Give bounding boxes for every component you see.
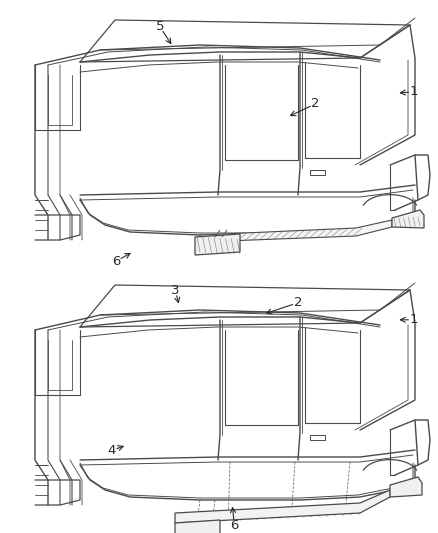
Text: 2: 2	[293, 296, 302, 309]
Text: 5: 5	[155, 20, 164, 33]
Text: 1: 1	[410, 85, 418, 98]
Text: 2: 2	[311, 98, 320, 110]
Text: 3: 3	[171, 284, 180, 297]
Polygon shape	[390, 477, 422, 497]
Polygon shape	[200, 220, 392, 242]
Polygon shape	[195, 234, 240, 255]
Polygon shape	[175, 520, 220, 533]
Text: 1: 1	[410, 313, 418, 326]
Text: 6: 6	[230, 519, 239, 531]
Text: 6: 6	[112, 255, 120, 268]
Polygon shape	[392, 210, 424, 228]
Text: 4: 4	[107, 444, 116, 457]
Polygon shape	[175, 490, 390, 523]
